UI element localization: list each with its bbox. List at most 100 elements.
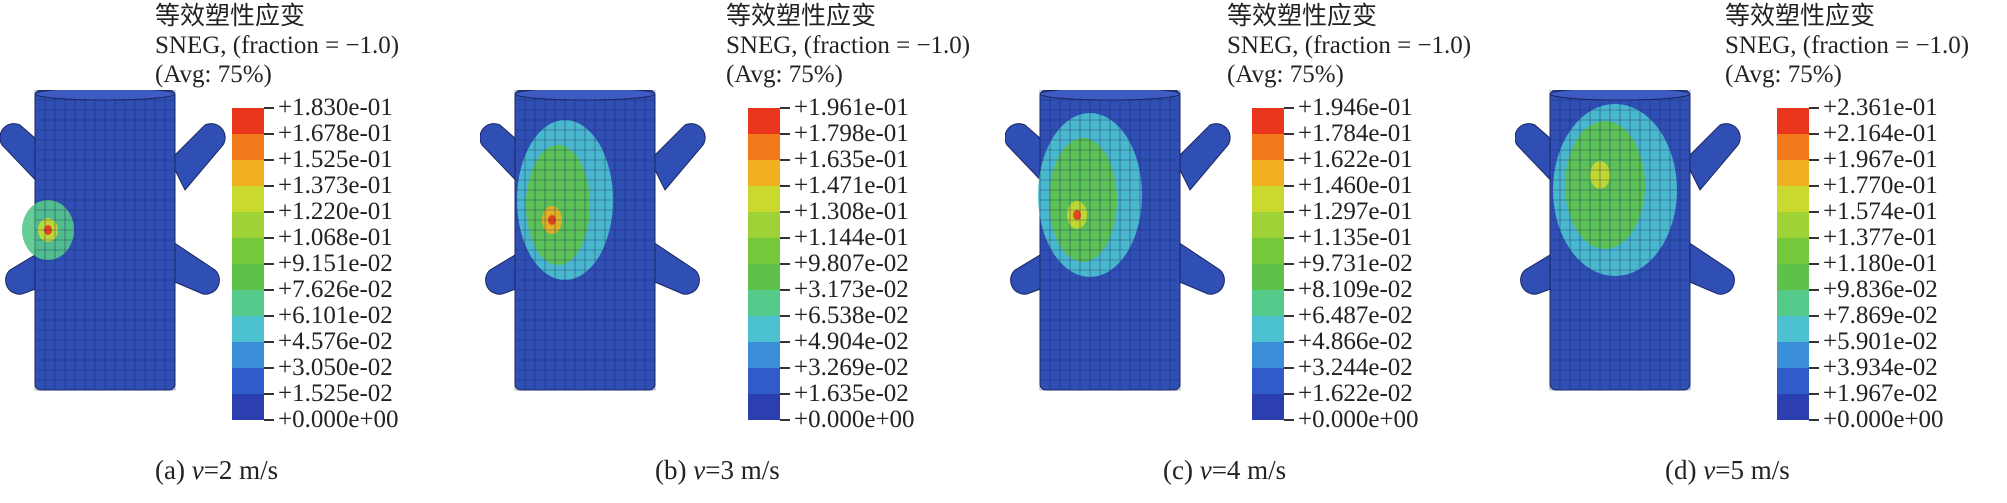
scale-tick [1284, 367, 1294, 369]
scale-band [748, 238, 780, 264]
scale-value-label: +1.525e-02 [278, 380, 393, 407]
color-scale-c: +1.946e-01 +1.784e-01 +1.622e-01 +1.460e-01… [1252, 95, 1419, 433]
scale-band [232, 290, 264, 316]
scale-value-label: +1.471e-01 [794, 172, 909, 199]
legend-title-c: 等效塑性应变 SNEG, (fraction = −1.0) (Avg: 75%… [1227, 3, 1472, 88]
scale-value-label: +1.961e-01 [794, 94, 909, 121]
scale-tick [780, 263, 790, 265]
scale-value-label: +8.109e-02 [1298, 276, 1413, 303]
panel-c: 等效塑性应变 SNEG, (fraction = −1.0) (Avg: 75%… [1005, 0, 1505, 503]
scale-band [748, 108, 780, 134]
caption-a: (a) v=2 m/s [155, 455, 279, 485]
scale-value-label: +1.525e-01 [278, 146, 393, 173]
scale-band [748, 290, 780, 316]
scale-tick [1809, 107, 1819, 109]
scale-value-label: +1.967e-02 [1823, 380, 1938, 407]
panel-b: 等效塑性应变 SNEG, (fraction = −1.0) (Avg: 75%… [480, 0, 980, 503]
scale-band [1777, 186, 1809, 212]
scale-value-label: +1.967e-01 [1823, 146, 1938, 173]
scale-tick [780, 289, 790, 291]
scale-value-label: +1.297e-01 [1298, 198, 1413, 225]
scale-band [232, 394, 264, 420]
legend-title-line3: (Avg: 75%) [155, 61, 272, 88]
scale-band [1777, 290, 1809, 316]
scale-band [232, 264, 264, 290]
scale-tick [264, 107, 274, 109]
scale-value-label: +1.678e-01 [278, 120, 393, 147]
scale-tick [264, 289, 274, 291]
scale-value-label: +1.784e-01 [1298, 120, 1413, 147]
legend-title-a: 等效塑性应变 SNEG, (fraction = −1.0) (Avg: 75%… [155, 2, 399, 89]
scale-value-label: +9.731e-02 [1298, 250, 1413, 277]
scale-tick [1809, 341, 1819, 343]
scale-band [748, 134, 780, 160]
scale-tick [264, 211, 274, 213]
scale-band [232, 134, 264, 160]
scale-band [1777, 394, 1809, 420]
scale-band [232, 108, 264, 134]
scale-value-label: +3.934e-02 [1823, 354, 1938, 381]
pipe-model-c [1005, 90, 1231, 391]
scale-tick [1284, 393, 1294, 395]
pipe-model-d [1515, 90, 1741, 391]
scale-band [1252, 160, 1284, 186]
scale-value-label: +1.770e-01 [1823, 172, 1938, 199]
scale-tick [1284, 341, 1294, 343]
scale-value-label: +1.220e-01 [278, 198, 393, 225]
scale-tick [1809, 419, 1819, 421]
scale-tick [780, 107, 790, 109]
scale-band [232, 316, 264, 342]
scale-band [748, 186, 780, 212]
scale-value-label: +1.460e-01 [1298, 172, 1413, 199]
scale-value-label: +1.622e-01 [1298, 146, 1413, 173]
scale-tick [1284, 133, 1294, 135]
color-scale-d: +2.361e-01 +2.164e-01 +1.967e-01 +1.770e-01… [1777, 95, 1944, 433]
scale-value-label: +7.869e-02 [1823, 302, 1938, 329]
scale-tick [780, 315, 790, 317]
scale-band [748, 264, 780, 290]
scale-value-label: +1.574e-01 [1823, 198, 1938, 225]
scale-tick [1284, 289, 1294, 291]
scale-tick [1809, 185, 1819, 187]
scale-tick [1284, 237, 1294, 239]
scale-value-label: +1.308e-01 [794, 198, 909, 225]
scale-value-label: +1.135e-01 [1298, 224, 1413, 251]
scale-tick [780, 211, 790, 213]
scale-band [1252, 368, 1284, 394]
scale-value-label: +4.576e-02 [278, 328, 393, 355]
scale-value-label: +2.164e-01 [1823, 120, 1938, 147]
scale-tick [1809, 263, 1819, 265]
scale-value-label: +1.622e-02 [1298, 380, 1413, 407]
scale-value-label: +0.000e+00 [794, 406, 915, 433]
scale-band [1252, 394, 1284, 420]
scale-value-label: +1.068e-01 [278, 224, 393, 251]
scale-value-label: +6.101e-02 [278, 302, 393, 329]
caption-c: (c) v=4 m/s [1163, 455, 1287, 485]
scale-band [748, 394, 780, 420]
legend-title-d: 等效塑性应变 SNEG, (fraction = −1.0) (Avg: 75%… [1725, 3, 1970, 88]
scale-band [1777, 134, 1809, 160]
scale-value-label: +9.151e-02 [278, 250, 393, 277]
scale-value-label: +3.269e-02 [794, 354, 909, 381]
scale-band [232, 238, 264, 264]
scale-value-label: +3.050e-02 [278, 354, 393, 381]
scale-band [1252, 108, 1284, 134]
scale-band [1252, 238, 1284, 264]
scale-value-label: +0.000e+00 [1298, 406, 1419, 433]
scale-band [1777, 316, 1809, 342]
scale-band [748, 368, 780, 394]
scale-value-label: +7.626e-02 [278, 276, 393, 303]
scale-band [1777, 368, 1809, 394]
scale-band [1777, 108, 1809, 134]
scale-value-label: +1.946e-01 [1298, 94, 1413, 121]
scale-value-label: +5.901e-02 [1823, 328, 1938, 355]
scale-band [1252, 212, 1284, 238]
scale-tick [1809, 315, 1819, 317]
scale-value-label: +1.830e-01 [278, 94, 393, 121]
scale-band [1777, 342, 1809, 368]
scale-tick [1284, 159, 1294, 161]
scale-tick [1809, 159, 1819, 161]
scale-tick [1284, 211, 1294, 213]
scale-band [1252, 290, 1284, 316]
scale-band [232, 342, 264, 368]
